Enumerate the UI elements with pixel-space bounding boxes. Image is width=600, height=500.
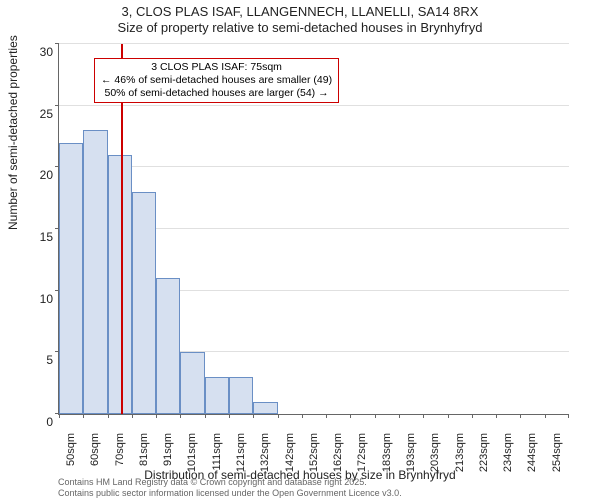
x-tick-mark bbox=[326, 414, 327, 418]
gridline bbox=[59, 166, 569, 167]
x-tick-mark bbox=[448, 414, 449, 418]
histogram-bar bbox=[180, 352, 204, 414]
x-tick-mark bbox=[399, 414, 400, 418]
footer-attribution: Contains HM Land Registry data © Crown c… bbox=[58, 477, 402, 498]
x-tick-mark bbox=[253, 414, 254, 418]
x-tick-mark bbox=[375, 414, 376, 418]
y-tick-label: 10 bbox=[29, 292, 59, 306]
y-tick-label: 0 bbox=[29, 415, 59, 429]
histogram-bar bbox=[132, 192, 156, 414]
x-tick-mark bbox=[545, 414, 546, 418]
y-tick-mark bbox=[55, 105, 59, 106]
x-tick-mark bbox=[229, 414, 230, 418]
x-tick-mark bbox=[205, 414, 206, 418]
annotation-line: 3 CLOS PLAS ISAF: 75sqm bbox=[101, 61, 332, 74]
y-axis-label: Number of semi-detached properties bbox=[6, 35, 20, 230]
x-tick-mark bbox=[278, 414, 279, 418]
title-line-1: 3, CLOS PLAS ISAF, LLANGENNECH, LLANELLI… bbox=[0, 4, 600, 20]
y-tick-label: 15 bbox=[29, 230, 59, 244]
x-tick-mark bbox=[156, 414, 157, 418]
x-tick-mark bbox=[83, 414, 84, 418]
y-tick-mark bbox=[55, 43, 59, 44]
x-tick-mark bbox=[350, 414, 351, 418]
chart-container: 3, CLOS PLAS ISAF, LLANGENNECH, LLANELLI… bbox=[0, 0, 600, 500]
gridline bbox=[59, 43, 569, 44]
title-line-2: Size of property relative to semi-detach… bbox=[0, 20, 600, 36]
histogram-bar bbox=[83, 130, 107, 414]
y-tick-label: 5 bbox=[29, 353, 59, 367]
footer-line-1: Contains HM Land Registry data © Crown c… bbox=[58, 477, 402, 487]
plot-area: 05101520253050sqm60sqm70sqm81sqm91sqm101… bbox=[58, 44, 569, 415]
footer-line-2: Contains public sector information licen… bbox=[58, 488, 402, 498]
histogram-bar bbox=[229, 377, 253, 414]
histogram-bar bbox=[253, 402, 277, 414]
histogram-bar bbox=[108, 155, 132, 414]
gridline bbox=[59, 105, 569, 106]
y-tick-label: 20 bbox=[29, 168, 59, 182]
x-tick-mark bbox=[520, 414, 521, 418]
x-tick-mark bbox=[180, 414, 181, 418]
y-tick-label: 30 bbox=[29, 45, 59, 59]
histogram-bar bbox=[205, 377, 229, 414]
x-tick-mark bbox=[423, 414, 424, 418]
annotation-line: ← 46% of semi-detached houses are smalle… bbox=[101, 74, 332, 87]
x-tick-mark bbox=[496, 414, 497, 418]
x-tick-mark bbox=[59, 414, 60, 418]
x-tick-mark bbox=[568, 414, 569, 418]
histogram-bar bbox=[156, 278, 180, 414]
y-tick-label: 25 bbox=[29, 107, 59, 121]
histogram-bar bbox=[59, 143, 83, 414]
x-tick-mark bbox=[302, 414, 303, 418]
x-tick-mark bbox=[108, 414, 109, 418]
chart-title: 3, CLOS PLAS ISAF, LLANGENNECH, LLANELLI… bbox=[0, 0, 600, 37]
annotation-box: 3 CLOS PLAS ISAF: 75sqm← 46% of semi-det… bbox=[94, 58, 339, 103]
annotation-line: 50% of semi-detached houses are larger (… bbox=[101, 87, 332, 100]
x-tick-mark bbox=[472, 414, 473, 418]
x-tick-mark bbox=[132, 414, 133, 418]
